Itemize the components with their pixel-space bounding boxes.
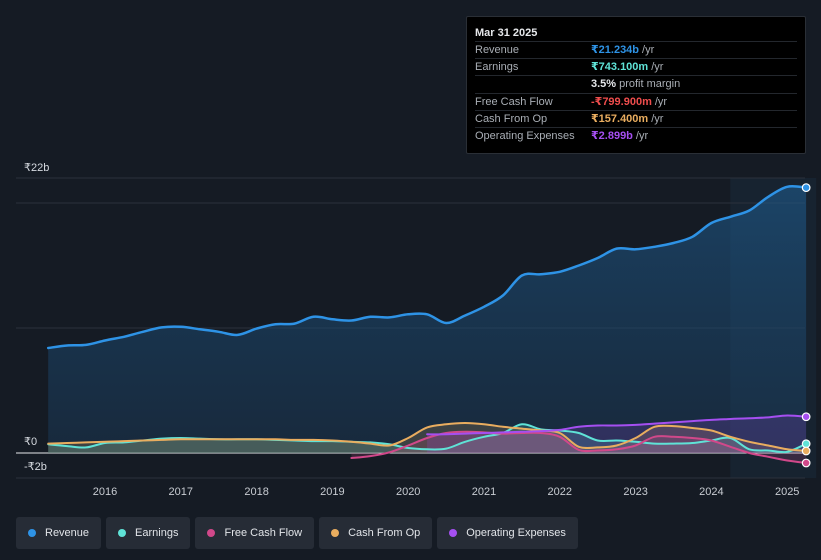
tooltip: Mar 31 2025 Revenue ₹21.234b/yr Earnings ₹7…: [466, 16, 806, 154]
endpoint-earnings: [801, 439, 811, 449]
legend-dot-icon: [449, 529, 458, 537]
y-label-zero: ₹0: [24, 436, 37, 448]
tooltip-unit: /yr: [654, 95, 668, 108]
tooltip-unit: /yr: [642, 44, 655, 56]
line-earnings[interactable]: [47, 423, 808, 454]
tooltip-unit: profit margin: [619, 78, 681, 91]
legend-dot-icon: [331, 529, 340, 537]
tooltip-label: [475, 76, 591, 92]
x-tick-label: 2025: [775, 486, 799, 498]
line-revenue[interactable]: [46, 184, 808, 350]
legend-label: Earnings: [135, 527, 179, 539]
legend: Revenue Earnings Free Cash Flow Cash From O…: [16, 517, 578, 549]
endpoint-revenue: [801, 183, 811, 193]
x-tick-label: 2021: [472, 486, 496, 498]
chart: ₹22b ₹0 -₹2b 2016 2017 2018 2019 2020 2021 202…: [16, 162, 817, 498]
legend-label: Free Cash Flow: [224, 527, 303, 539]
tooltip-unit: /yr: [651, 61, 664, 74]
x-tick-label: 2017: [169, 486, 193, 498]
tooltip-label: Earnings: [475, 61, 519, 74]
legend-dot-icon: [28, 529, 36, 537]
tooltip-label: Operating Expenses: [475, 129, 575, 142]
legend-label: Operating Expenses: [466, 527, 566, 539]
tooltip-value: 3.5%: [591, 78, 617, 91]
x-tick-label: 2019: [320, 486, 344, 498]
tooltip-value: ₹2.899b: [591, 129, 633, 142]
area-free-cash-flow: [351, 431, 807, 463]
tooltip-unit: /yr: [635, 129, 649, 142]
x-tick-label: 2024: [699, 486, 723, 498]
area-revenue: [48, 186, 807, 453]
endpoint-cash-from-op: [801, 446, 811, 456]
line-cash-from-op[interactable]: [47, 422, 808, 452]
legend-item-revenue[interactable]: Revenue: [16, 517, 102, 549]
legend-item-free-cash-flow[interactable]: Free Cash Flow: [195, 517, 315, 549]
endpoint-free-cash-flow: [801, 458, 811, 468]
tooltip-row-operating-expenses: Operating Expenses ₹2.899b/yr: [475, 126, 797, 144]
legend-label: Revenue: [45, 527, 90, 539]
legend-dot-icon: [118, 529, 127, 537]
tooltip-date: Mar 31 2025: [475, 27, 538, 39]
endpoint-operating-expenses: [801, 412, 811, 422]
x-tick-label: 2020: [396, 486, 420, 498]
x-tick-label: 2022: [548, 486, 572, 498]
y-label-bottom: -₹2b: [24, 461, 47, 473]
tooltip-unit: /yr: [651, 112, 664, 125]
x-tick-label: 2016: [93, 486, 117, 498]
tooltip-row-free-cash-flow: Free Cash Flow -₹799.900m/yr: [475, 92, 797, 110]
x-tick-label: 2023: [623, 486, 647, 498]
legend-item-operating-expenses[interactable]: Operating Expenses: [437, 517, 578, 549]
legend-item-earnings[interactable]: Earnings: [106, 517, 191, 549]
tooltip-row-profit-margin: 3.5% profit margin: [475, 75, 797, 92]
tooltip-value: ₹743.100m: [591, 61, 649, 74]
tooltip-value: ₹21.234b: [591, 44, 640, 56]
tooltip-label: Free Cash Flow: [475, 95, 553, 108]
tooltip-label: Cash From Op: [475, 112, 548, 125]
tooltip-value: -₹799.900m: [591, 95, 652, 108]
legend-dot-icon: [207, 529, 216, 537]
area-operating-expenses: [427, 415, 807, 453]
legend-label: Cash From Op: [348, 527, 421, 539]
tooltip-row-cash-from-op: Cash From Op ₹157.400m/yr: [475, 109, 797, 127]
tooltip-row-earnings: Earnings ₹743.100m/yr: [475, 58, 797, 75]
tooltip-row-revenue: Revenue ₹21.234b/yr: [475, 41, 797, 58]
line-operating-expenses[interactable]: [426, 414, 808, 436]
line-free-cash-flow[interactable]: [350, 430, 808, 464]
x-tick-label: 2018: [244, 486, 268, 498]
y-label-top: ₹22b: [24, 162, 49, 174]
legend-item-cash-from-op[interactable]: Cash From Op: [319, 517, 433, 549]
tooltip-label: Revenue: [475, 44, 520, 56]
tooltip-value: ₹157.400m: [591, 112, 649, 125]
